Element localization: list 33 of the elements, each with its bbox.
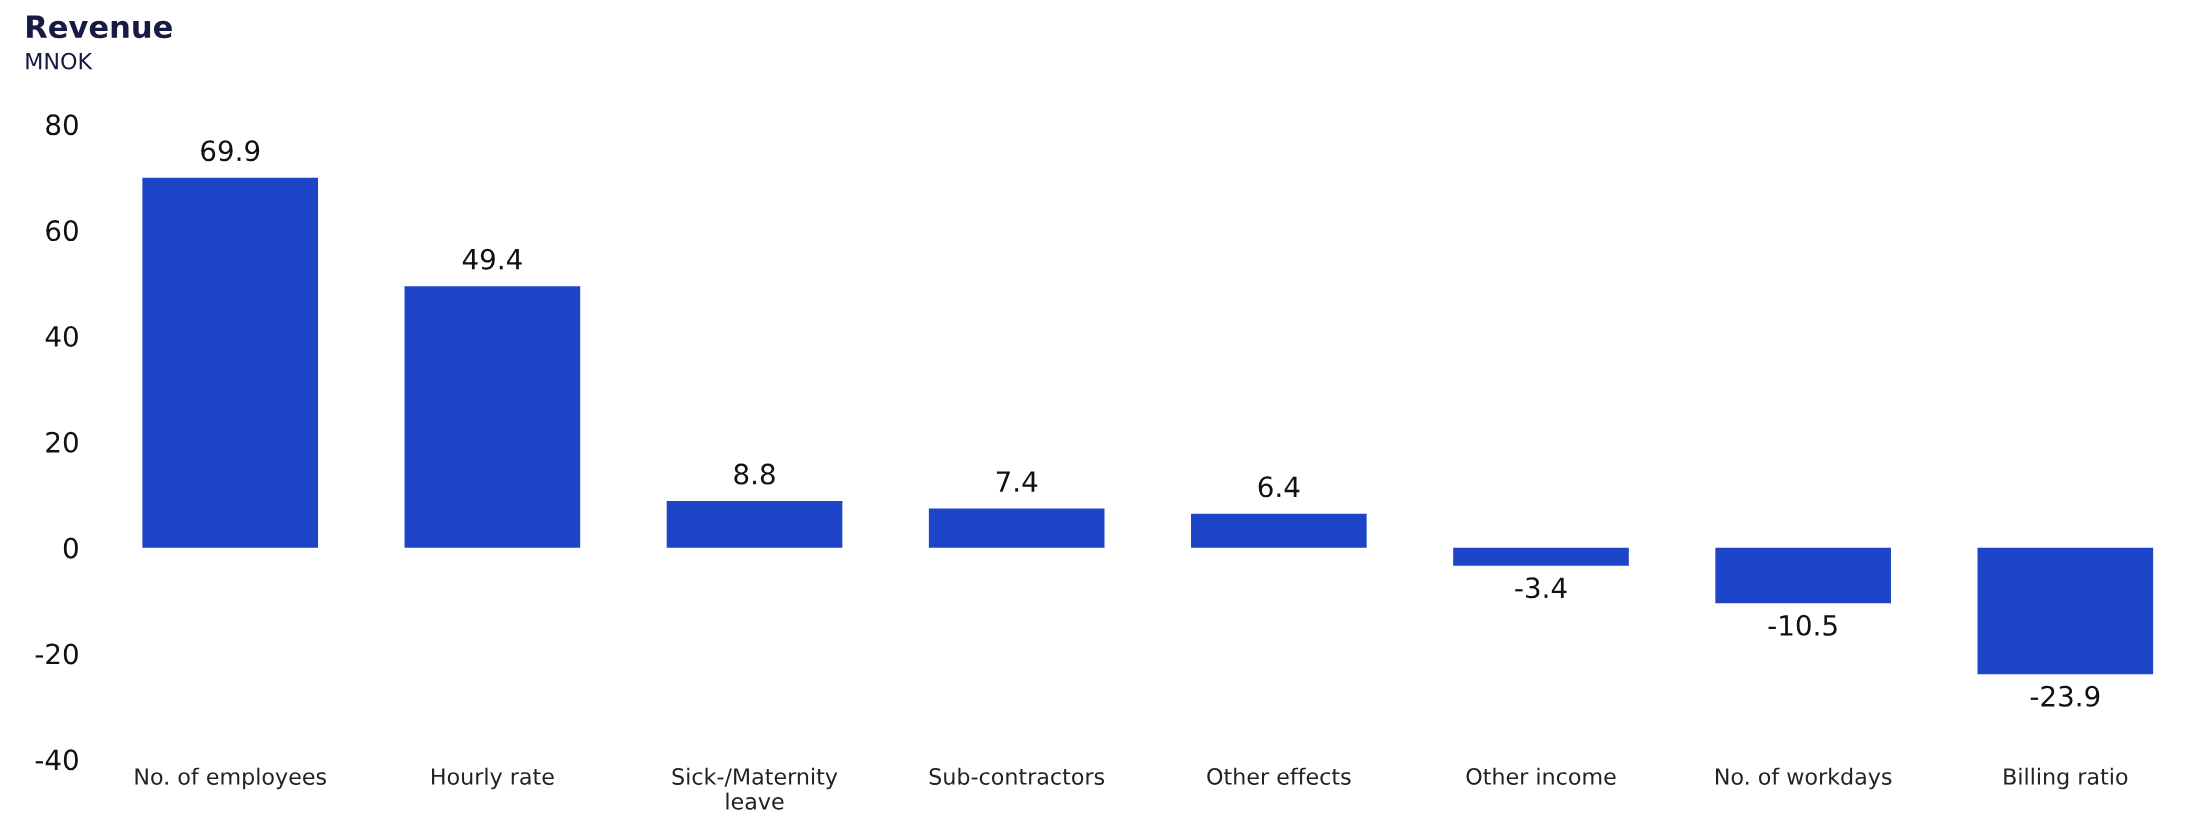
y-tick-label: 20 <box>46 431 78 453</box>
bar <box>1191 513 1367 548</box>
data-label: 6.4 <box>1258 476 1300 498</box>
y-tick-label: 80 <box>46 114 78 136</box>
data-label: 69.9 <box>201 140 260 162</box>
data-label: -23.9 <box>2030 685 2100 707</box>
bar <box>404 286 581 548</box>
bar <box>142 177 319 548</box>
bar <box>1453 547 1629 566</box>
data-label: -3.4 <box>1515 577 1567 599</box>
data-label: 8.8 <box>734 463 775 485</box>
y-tick-label: 60 <box>46 220 78 242</box>
x-tick-label: Sub-contractors <box>929 767 1105 785</box>
y-tick-label: -40 <box>35 749 78 771</box>
bar <box>666 501 843 548</box>
chart-title: Revenue <box>27 15 172 39</box>
x-tick-label: No. of employees <box>135 767 326 790</box>
x-tick-label: No. of workdays <box>1716 767 1892 790</box>
chart-subtitle: MNOK <box>26 52 93 70</box>
bar <box>1715 547 1891 604</box>
x-tick-label: Hourly rate <box>432 767 554 790</box>
bar <box>1977 547 2154 675</box>
bar <box>928 508 1105 548</box>
data-label: 49.4 <box>462 248 522 270</box>
x-tick-label: Other effects <box>1207 767 1351 785</box>
data-label: 7.4 <box>996 471 1038 492</box>
y-tick-label: 40 <box>45 325 78 347</box>
x-tick-label: Sick-/Maternity leave <box>672 767 838 810</box>
data-label: -10.5 <box>1768 614 1837 636</box>
y-tick-label: -20 <box>35 643 78 665</box>
y-tick-label: 0 <box>63 537 78 559</box>
x-tick-label: Billing ratio <box>2004 767 2128 790</box>
x-tick-label: Other income <box>1466 767 1616 785</box>
